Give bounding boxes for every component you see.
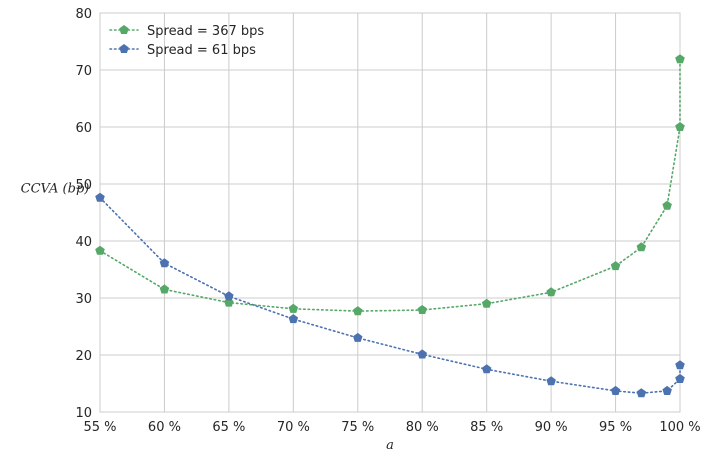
- x-tick-label: 60 %: [148, 420, 181, 435]
- data-point: [417, 305, 427, 314]
- y-tick-label: 40: [75, 235, 92, 250]
- y-tick-label: 80: [75, 7, 92, 22]
- data-point: [675, 360, 685, 370]
- legend-item: Spread = 61 bps: [109, 43, 256, 58]
- data-point: [288, 314, 299, 324]
- legend-marker: [119, 25, 129, 34]
- legend-label: Spread = 367 bps: [147, 24, 264, 39]
- data-point: [481, 298, 492, 308]
- grid: [99, 12, 681, 413]
- data-point: [546, 287, 556, 297]
- x-tick-label: 75 %: [341, 420, 374, 435]
- x-tick-label: 95 %: [599, 420, 632, 435]
- y-tick-label: 70: [75, 64, 92, 79]
- x-tick-label: 80 %: [406, 420, 439, 435]
- x-tick-label: 55 %: [83, 420, 116, 435]
- y-tick-label: 30: [75, 292, 92, 307]
- y-tick-label: 10: [75, 406, 92, 421]
- series-line: [99, 58, 681, 312]
- data-point: [636, 388, 647, 398]
- data-point: [95, 192, 105, 202]
- legend: Spread = 367 bps Spread = 61 bps: [109, 24, 264, 58]
- data-point: [675, 373, 685, 383]
- x-axis-label: a: [386, 438, 394, 453]
- y-tick-label: 50: [75, 178, 92, 193]
- data-point: [95, 245, 105, 255]
- data-point: [546, 376, 556, 386]
- data-point: [636, 242, 647, 252]
- legend-label: Spread = 61 bps: [147, 43, 256, 58]
- data-point: [353, 306, 363, 316]
- data-point: [662, 385, 672, 395]
- data-point: [610, 261, 621, 271]
- x-tick-label: 65 %: [212, 420, 245, 435]
- x-axis-ticks: 55 % 60 % 65 % 70 % 75 % 80 % 85 % 90 % 95 % 100 …: [83, 420, 700, 435]
- data-point: [353, 332, 363, 342]
- y-axis-label: CCVA (bp): [21, 182, 90, 197]
- x-tick-label: 70 %: [277, 420, 310, 435]
- series-1: [95, 192, 685, 398]
- data-point: [481, 364, 492, 374]
- series-line: [99, 196, 681, 395]
- x-tick-label: 100 %: [659, 420, 700, 435]
- legend-marker: [119, 44, 129, 53]
- x-tick-label: 85 %: [470, 420, 503, 435]
- legend-item: Spread = 367 bps: [109, 24, 264, 39]
- data-point: [610, 385, 621, 395]
- y-tick-label: 60: [75, 121, 92, 136]
- data-point: [662, 200, 672, 210]
- series-0: [95, 54, 685, 316]
- data-point: [675, 122, 685, 131]
- y-axis-ticks: 10 20 30 40 50 60 70 80: [75, 7, 92, 421]
- data-point: [159, 284, 170, 294]
- y-tick-label: 20: [75, 349, 92, 364]
- x-tick-label: 90 %: [535, 420, 568, 435]
- data-point: [417, 349, 427, 359]
- series-layer: [95, 54, 685, 398]
- data-point: [288, 303, 299, 313]
- data-point: [224, 291, 234, 301]
- data-point: [159, 258, 170, 268]
- data-point: [675, 54, 685, 64]
- plot-frame: [99, 12, 681, 413]
